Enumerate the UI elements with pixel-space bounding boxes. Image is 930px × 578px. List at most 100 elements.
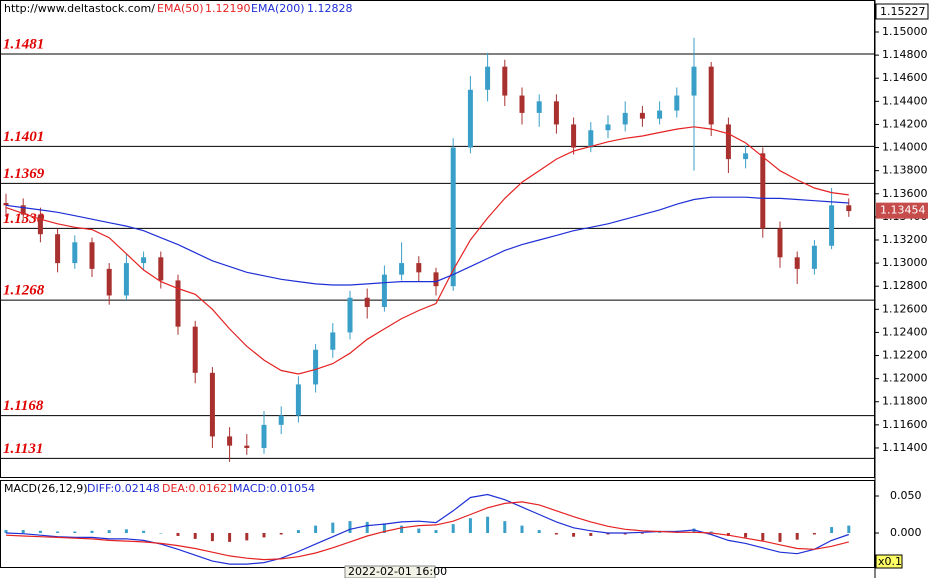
histogram-bar — [589, 532, 593, 536]
level-label: 1.1369 — [3, 166, 45, 182]
candle-body — [364, 297, 370, 307]
last-price: 1.13454 — [880, 204, 926, 217]
candle-body — [502, 66, 508, 96]
candle-body — [519, 95, 525, 113]
candle-body — [261, 424, 267, 448]
candle-body — [141, 257, 147, 264]
histogram-bar — [90, 530, 94, 533]
ema50-label: EMA(50) — [157, 2, 204, 15]
y-tick-label: 1.11800 — [882, 395, 928, 408]
level-label: 1.1168 — [3, 398, 44, 414]
candle-body — [330, 332, 336, 350]
candle-body — [313, 349, 319, 385]
histogram-bar — [417, 528, 421, 533]
level-label: 1.1401 — [3, 129, 44, 145]
macd-title: MACD(26,12,9) — [4, 482, 88, 495]
histogram-bar — [658, 532, 662, 533]
y-tick-label: 1.13800 — [882, 164, 928, 177]
candle-body — [244, 445, 250, 448]
y-tick-label: 0.050 — [890, 489, 922, 502]
candle-body — [691, 66, 697, 96]
histogram-bar — [4, 530, 8, 533]
histogram-bar — [262, 532, 266, 538]
histogram-bar — [314, 525, 318, 533]
histogram-bar — [847, 525, 851, 533]
candle-body — [175, 280, 181, 327]
y-tick-label: 1.11600 — [882, 418, 928, 431]
candle-body — [829, 205, 835, 246]
histogram-bar — [520, 525, 524, 533]
candle-body — [777, 228, 783, 258]
y-tick-label: 1.14600 — [882, 71, 928, 84]
y-tick-label: 1.12400 — [882, 325, 928, 338]
scale-label: x0.1 — [878, 555, 902, 568]
histogram-bar — [554, 532, 558, 535]
candle-body — [485, 66, 491, 90]
candle-body — [760, 153, 766, 229]
macd-label: MACD:0.01054 — [233, 482, 315, 495]
histogram-bar — [572, 532, 576, 537]
candle-body — [622, 112, 628, 125]
candle-body — [381, 274, 387, 307]
candle-body — [227, 436, 233, 446]
histogram-bar — [709, 531, 713, 533]
y-tick-label: 1.13600 — [882, 187, 928, 200]
ema200-label: EMA(200) — [251, 2, 305, 15]
histogram-bar — [159, 532, 163, 534]
diff-label: DIFF:0.02148 — [87, 482, 160, 495]
candle-body — [433, 272, 439, 287]
histogram-bar — [640, 532, 644, 534]
histogram-bar — [830, 527, 834, 533]
histogram-bar — [38, 530, 42, 533]
candle-body — [571, 124, 577, 148]
histogram-bar — [176, 532, 180, 536]
histogram-bar — [210, 532, 214, 542]
y-tick-label: 1.13000 — [882, 256, 928, 269]
histogram-bar — [812, 532, 816, 535]
histogram-bar — [142, 530, 146, 533]
line — [5, 126, 849, 375]
histogram-bar — [778, 532, 782, 542]
candle-body — [106, 268, 112, 296]
y-tick-label: 1.11400 — [882, 441, 928, 454]
histogram-bar — [503, 521, 507, 533]
histogram-bar — [365, 521, 369, 533]
candle-body — [209, 372, 215, 437]
histogram-bar — [56, 531, 60, 533]
histogram-bar — [537, 530, 541, 533]
histogram-bar — [331, 522, 335, 533]
last-price-box — [876, 202, 928, 219]
ema200-value: 1.12828 — [307, 2, 353, 15]
histogram-bar — [107, 530, 111, 533]
y-tick-label: 1.12000 — [882, 372, 928, 385]
candle-body — [743, 153, 749, 160]
histogram-bar — [761, 532, 765, 541]
y-tick-label: 1.12200 — [882, 349, 928, 362]
candle-body — [20, 205, 26, 215]
y-tick-label: 1.14800 — [882, 48, 928, 61]
candle-body — [295, 384, 301, 416]
ema50-value: 1.12190 — [205, 2, 251, 15]
histogram-bar — [692, 528, 696, 533]
histogram-bar — [193, 532, 197, 539]
candle-body — [89, 242, 95, 269]
histogram-bar — [400, 525, 404, 533]
candle-body — [192, 326, 198, 373]
candle-body — [588, 130, 594, 148]
histogram-bar — [451, 524, 455, 533]
candle-body — [536, 101, 542, 113]
line — [5, 196, 849, 286]
histogram-bar — [21, 530, 25, 533]
level-label: 1.1131 — [3, 441, 43, 457]
histogram-bar — [795, 532, 799, 540]
candle-body — [657, 110, 663, 119]
candle-body — [399, 263, 405, 275]
candle-body — [674, 95, 680, 111]
histogram-bar — [468, 518, 472, 533]
candle-body — [605, 124, 611, 131]
histogram-bar — [228, 532, 232, 542]
histogram-bar — [348, 521, 352, 533]
line — [5, 501, 849, 561]
histogram-bar — [744, 532, 748, 538]
